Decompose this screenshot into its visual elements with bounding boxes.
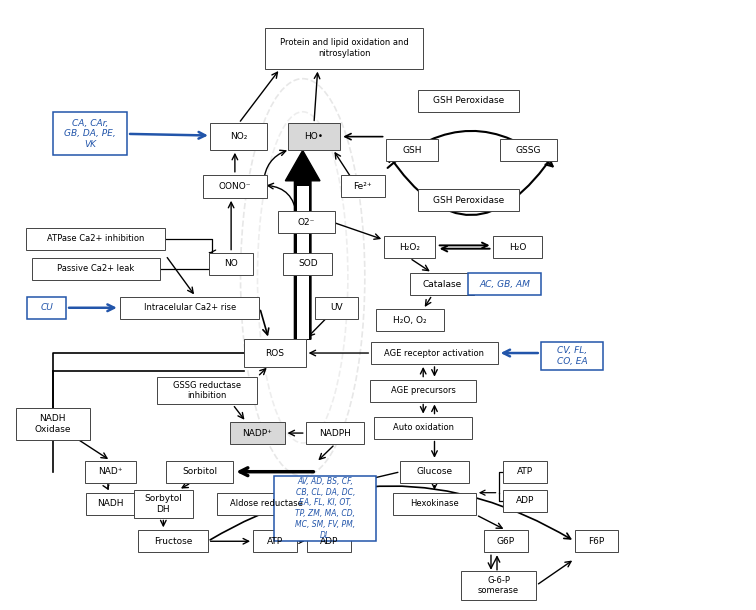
FancyBboxPatch shape xyxy=(120,296,259,319)
Text: AC, GB, AM: AC, GB, AM xyxy=(479,279,530,289)
Text: NO: NO xyxy=(225,259,238,268)
Text: ADP: ADP xyxy=(516,497,534,506)
Text: O2⁻: O2⁻ xyxy=(298,218,315,227)
FancyBboxPatch shape xyxy=(493,236,542,258)
Text: Sorbytol
DH: Sorbytol DH xyxy=(144,494,182,514)
FancyBboxPatch shape xyxy=(484,530,528,552)
Polygon shape xyxy=(285,151,320,339)
FancyBboxPatch shape xyxy=(231,422,284,444)
FancyBboxPatch shape xyxy=(157,377,257,404)
Text: Glucose: Glucose xyxy=(417,467,453,476)
FancyBboxPatch shape xyxy=(305,422,364,444)
Text: ROS: ROS xyxy=(265,348,284,357)
FancyBboxPatch shape xyxy=(217,493,316,515)
FancyBboxPatch shape xyxy=(32,257,160,279)
FancyBboxPatch shape xyxy=(503,490,547,512)
FancyBboxPatch shape xyxy=(468,273,541,295)
Text: SOD: SOD xyxy=(298,259,318,268)
Text: Fructose: Fructose xyxy=(154,537,192,546)
FancyBboxPatch shape xyxy=(384,236,435,258)
FancyBboxPatch shape xyxy=(575,530,618,552)
Text: GSSG reductase
inhibition: GSSG reductase inhibition xyxy=(173,381,241,400)
Text: Aldose reductase: Aldose reductase xyxy=(230,499,303,508)
Text: ATP: ATP xyxy=(517,467,533,476)
FancyBboxPatch shape xyxy=(461,571,536,600)
FancyBboxPatch shape xyxy=(86,493,135,515)
FancyBboxPatch shape xyxy=(274,476,376,540)
FancyBboxPatch shape xyxy=(244,339,305,367)
Text: Auto oxidation: Auto oxidation xyxy=(392,423,454,432)
FancyBboxPatch shape xyxy=(400,461,469,483)
FancyBboxPatch shape xyxy=(85,461,136,483)
FancyBboxPatch shape xyxy=(278,211,335,233)
Text: GSH Peroxidase: GSH Peroxidase xyxy=(432,196,504,204)
FancyBboxPatch shape xyxy=(410,273,474,295)
Text: ADP: ADP xyxy=(320,537,338,546)
FancyBboxPatch shape xyxy=(296,186,308,339)
Text: Intracelular Ca2+ rise: Intracelular Ca2+ rise xyxy=(144,303,236,312)
Text: F6P: F6P xyxy=(588,537,605,546)
FancyBboxPatch shape xyxy=(376,309,444,331)
FancyBboxPatch shape xyxy=(314,296,358,319)
Text: GSH Peroxidase: GSH Peroxidase xyxy=(432,96,504,106)
FancyBboxPatch shape xyxy=(54,112,127,156)
FancyBboxPatch shape xyxy=(374,417,472,439)
Text: NADH
Oxidase: NADH Oxidase xyxy=(34,414,71,434)
Text: Hexokinase: Hexokinase xyxy=(410,499,459,508)
Text: NADP⁺: NADP⁺ xyxy=(243,429,272,437)
FancyBboxPatch shape xyxy=(284,253,333,274)
FancyBboxPatch shape xyxy=(203,174,267,198)
Text: G6P: G6P xyxy=(497,537,515,546)
Text: OONO⁻: OONO⁻ xyxy=(218,182,251,191)
FancyBboxPatch shape xyxy=(138,530,208,552)
FancyBboxPatch shape xyxy=(541,342,603,370)
Text: GSH: GSH xyxy=(402,146,422,155)
FancyBboxPatch shape xyxy=(287,123,340,150)
Text: ATP: ATP xyxy=(267,537,283,546)
FancyBboxPatch shape xyxy=(386,140,438,162)
Text: NO₂: NO₂ xyxy=(230,132,247,141)
Text: NADPH: NADPH xyxy=(319,429,351,437)
Text: GSSG: GSSG xyxy=(516,146,541,155)
FancyBboxPatch shape xyxy=(370,379,476,401)
FancyBboxPatch shape xyxy=(500,140,557,162)
FancyBboxPatch shape xyxy=(417,189,519,211)
Text: H₂O: H₂O xyxy=(509,243,526,251)
Text: G-6-P
somerase: G-6-P somerase xyxy=(478,576,519,595)
Text: HO•: HO• xyxy=(305,132,324,141)
FancyBboxPatch shape xyxy=(503,461,547,483)
FancyBboxPatch shape xyxy=(417,90,519,112)
Text: UV: UV xyxy=(330,303,343,312)
Text: CV, FL,
CO, EA: CV, FL, CO, EA xyxy=(557,346,587,365)
FancyBboxPatch shape xyxy=(209,253,253,274)
FancyBboxPatch shape xyxy=(253,530,296,552)
FancyBboxPatch shape xyxy=(26,228,166,250)
FancyBboxPatch shape xyxy=(341,175,385,198)
Text: AV, AD, BS, CF,
CB, CL, DA, DC,
EA, FL, KI, OT,
TP, ZM, MA, CD,
MC, SM, FV, PM,
: AV, AD, BS, CF, CB, CL, DA, DC, EA, FL, … xyxy=(295,477,355,539)
Text: CU: CU xyxy=(40,303,53,312)
Text: NADH: NADH xyxy=(98,499,124,508)
Text: Sorbitol: Sorbitol xyxy=(182,467,217,476)
FancyBboxPatch shape xyxy=(371,342,497,364)
Text: Protein and lipid oxidation and
nitrosylation: Protein and lipid oxidation and nitrosyl… xyxy=(280,38,408,58)
FancyBboxPatch shape xyxy=(134,490,193,517)
Text: Fe²⁺: Fe²⁺ xyxy=(354,182,372,191)
Text: H₂O₂: H₂O₂ xyxy=(399,243,420,251)
FancyBboxPatch shape xyxy=(210,123,267,150)
Text: H₂O, O₂: H₂O, O₂ xyxy=(393,316,426,325)
Text: Catalase: Catalase xyxy=(423,279,462,289)
Text: CA, CAr,
GB, DA, PE,
VK: CA, CAr, GB, DA, PE, VK xyxy=(64,118,116,149)
FancyBboxPatch shape xyxy=(16,407,89,440)
FancyBboxPatch shape xyxy=(265,27,423,69)
FancyBboxPatch shape xyxy=(393,493,476,515)
FancyBboxPatch shape xyxy=(307,530,351,552)
Text: AGE receptor activation: AGE receptor activation xyxy=(385,348,485,357)
Text: Passive Ca2+ leak: Passive Ca2+ leak xyxy=(57,264,134,273)
FancyBboxPatch shape xyxy=(27,296,67,319)
Text: AGE precursors: AGE precursors xyxy=(391,386,456,395)
Text: NAD⁺: NAD⁺ xyxy=(98,467,123,476)
Text: ATPase Ca2+ inhibition: ATPase Ca2+ inhibition xyxy=(47,234,144,243)
FancyBboxPatch shape xyxy=(166,461,234,483)
